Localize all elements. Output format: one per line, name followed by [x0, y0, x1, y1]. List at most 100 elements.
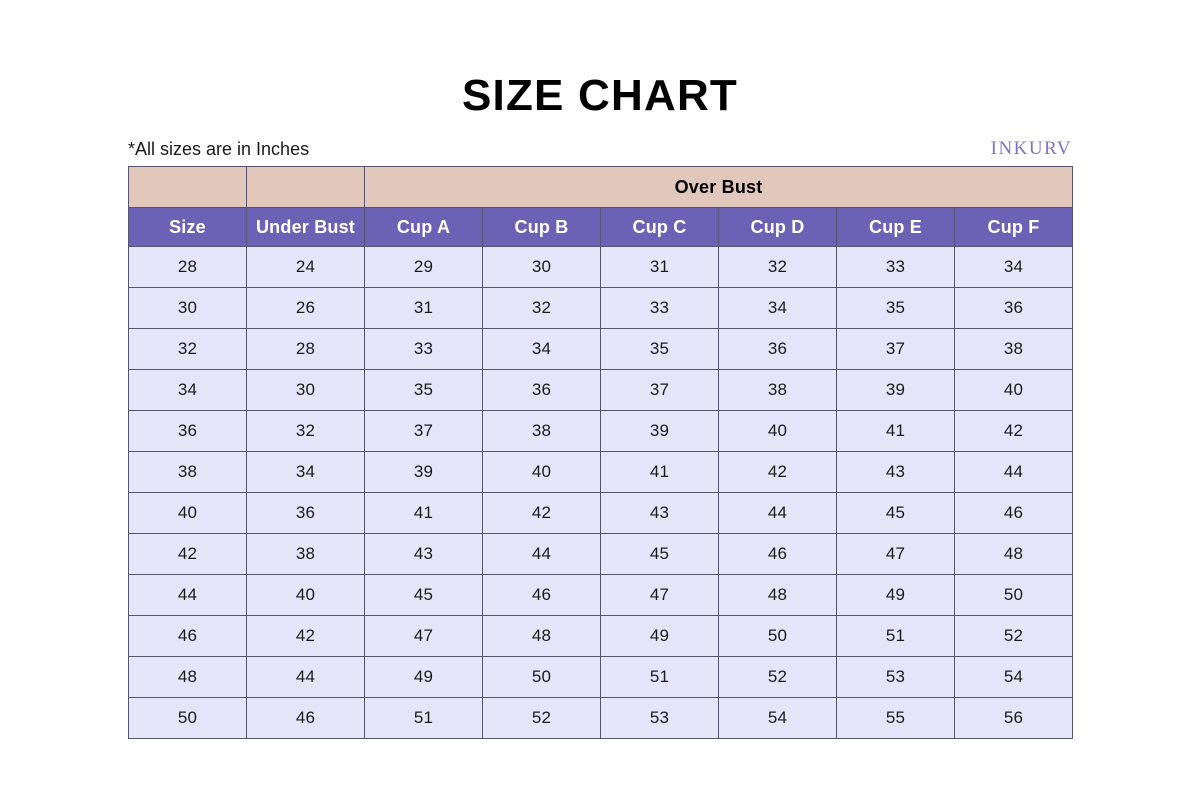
cell-cup-e: 41	[836, 410, 955, 452]
cell-cup-b: 42	[482, 492, 601, 534]
cell-cup-b: 30	[482, 246, 601, 288]
cell-cup-f: 36	[953, 287, 1074, 329]
cell-under-bust: 24	[246, 246, 365, 288]
cell-cup-f: 56	[953, 697, 1074, 739]
cell-cup-c: 43	[600, 492, 719, 534]
cell-under-bust: 26	[246, 287, 365, 329]
group-header-blank-underbust	[246, 166, 365, 208]
cell-cup-c: 35	[600, 328, 719, 370]
table-row: 34 30 35 36 37 38 39 40	[128, 369, 1074, 411]
cell-cup-b: 38	[482, 410, 601, 452]
table-body: 28 24 29 30 31 32 33 34 30 26 31 32 33 34 35 36 32 28 33 34…	[128, 246, 1074, 739]
cell-size: 36	[128, 410, 247, 452]
cell-cup-b: 50	[482, 656, 601, 698]
cell-cup-c: 45	[600, 533, 719, 575]
column-header-row: Size Under Bust Cup A Cup B Cup C Cup D …	[128, 207, 1074, 247]
table-row: 32 28 33 34 35 36 37 38	[128, 328, 1074, 370]
cell-cup-a: 33	[364, 328, 483, 370]
cell-size: 48	[128, 656, 247, 698]
cell-cup-e: 37	[836, 328, 955, 370]
cell-size: 38	[128, 451, 247, 493]
cell-size: 28	[128, 246, 247, 288]
cell-cup-b: 52	[482, 697, 601, 739]
cell-under-bust: 46	[246, 697, 365, 739]
cell-under-bust: 32	[246, 410, 365, 452]
cell-cup-e: 43	[836, 451, 955, 493]
table-row: 28 24 29 30 31 32 33 34	[128, 246, 1074, 288]
table-row: 40 36 41 42 43 44 45 46	[128, 492, 1074, 534]
cell-cup-d: 34	[718, 287, 837, 329]
brand-logo: INKURV	[990, 138, 1072, 159]
column-header-cup-e: Cup E	[836, 207, 955, 247]
cell-cup-b: 32	[482, 287, 601, 329]
cell-size: 32	[128, 328, 247, 370]
table-row: 30 26 31 32 33 34 35 36	[128, 287, 1074, 329]
cell-under-bust: 42	[246, 615, 365, 657]
cell-under-bust: 36	[246, 492, 365, 534]
cell-cup-f: 52	[953, 615, 1074, 657]
cell-cup-a: 31	[364, 287, 483, 329]
cell-cup-c: 37	[600, 369, 719, 411]
cell-cup-b: 36	[482, 369, 601, 411]
cell-cup-a: 35	[364, 369, 483, 411]
cell-cup-f: 46	[953, 492, 1074, 534]
cell-cup-e: 47	[836, 533, 955, 575]
column-header-size: Size	[128, 207, 247, 247]
subheader-row: *All sizes are in Inches INKURV	[128, 136, 1072, 162]
table-row: 48 44 49 50 51 52 53 54	[128, 656, 1074, 698]
cell-size: 44	[128, 574, 247, 616]
cell-cup-d: 44	[718, 492, 837, 534]
column-header-cup-c: Cup C	[600, 207, 719, 247]
cell-cup-e: 49	[836, 574, 955, 616]
cell-cup-d: 50	[718, 615, 837, 657]
cell-cup-f: 54	[953, 656, 1074, 698]
table-row: 50 46 51 52 53 54 55 56	[128, 697, 1074, 739]
cell-size: 42	[128, 533, 247, 575]
cell-cup-d: 32	[718, 246, 837, 288]
over-bust-label: Over Bust	[674, 176, 763, 197]
cell-cup-f: 48	[953, 533, 1074, 575]
column-header-cup-f: Cup F	[953, 207, 1074, 247]
cell-cup-f: 42	[953, 410, 1074, 452]
cell-cup-a: 37	[364, 410, 483, 452]
cell-cup-f: 44	[953, 451, 1074, 493]
cell-cup-c: 49	[600, 615, 719, 657]
cell-cup-d: 48	[718, 574, 837, 616]
size-chart-table: Over Bust Size Under Bust Cup A Cup B Cu…	[128, 166, 1074, 739]
column-header-cup-b: Cup B	[482, 207, 601, 247]
column-header-cup-d: Cup D	[718, 207, 837, 247]
cell-size: 30	[128, 287, 247, 329]
cell-cup-d: 42	[718, 451, 837, 493]
cell-cup-c: 31	[600, 246, 719, 288]
cell-cup-e: 33	[836, 246, 955, 288]
cell-cup-c: 39	[600, 410, 719, 452]
cell-cup-d: 38	[718, 369, 837, 411]
cell-cup-a: 39	[364, 451, 483, 493]
cell-under-bust: 40	[246, 574, 365, 616]
cell-cup-a: 49	[364, 656, 483, 698]
table-row: 46 42 47 48 49 50 51 52	[128, 615, 1074, 657]
cell-cup-a: 45	[364, 574, 483, 616]
cell-cup-d: 46	[718, 533, 837, 575]
column-header-cup-a: Cup A	[364, 207, 483, 247]
cell-cup-e: 39	[836, 369, 955, 411]
cell-size: 34	[128, 369, 247, 411]
group-header-over-bust: Over Bust	[363, 166, 1074, 208]
cell-cup-a: 47	[364, 615, 483, 657]
cell-cup-c: 47	[600, 574, 719, 616]
table-row: 36 32 37 38 39 40 41 42	[128, 410, 1074, 452]
cell-cup-a: 29	[364, 246, 483, 288]
cell-under-bust: 30	[246, 369, 365, 411]
cell-cup-b: 46	[482, 574, 601, 616]
size-table-container: Over Bust Size Under Bust Cup A Cup B Cu…	[128, 166, 1074, 739]
table-row: 38 34 39 40 41 42 43 44	[128, 451, 1074, 493]
cell-size: 46	[128, 615, 247, 657]
cell-under-bust: 34	[246, 451, 365, 493]
cell-cup-d: 52	[718, 656, 837, 698]
cell-cup-b: 40	[482, 451, 601, 493]
cell-cup-d: 54	[718, 697, 837, 739]
cell-cup-a: 43	[364, 533, 483, 575]
cell-size: 40	[128, 492, 247, 534]
cell-cup-e: 53	[836, 656, 955, 698]
